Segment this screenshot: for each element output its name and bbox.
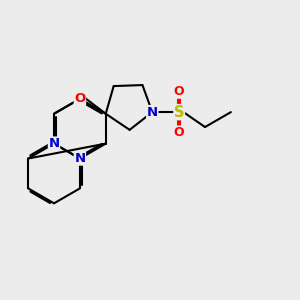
- Text: N: N: [74, 152, 86, 165]
- Text: O: O: [174, 126, 184, 139]
- Text: N: N: [49, 137, 60, 150]
- Text: N: N: [147, 106, 158, 118]
- Text: O: O: [174, 85, 184, 98]
- Text: O: O: [74, 92, 86, 105]
- Text: S: S: [174, 105, 184, 120]
